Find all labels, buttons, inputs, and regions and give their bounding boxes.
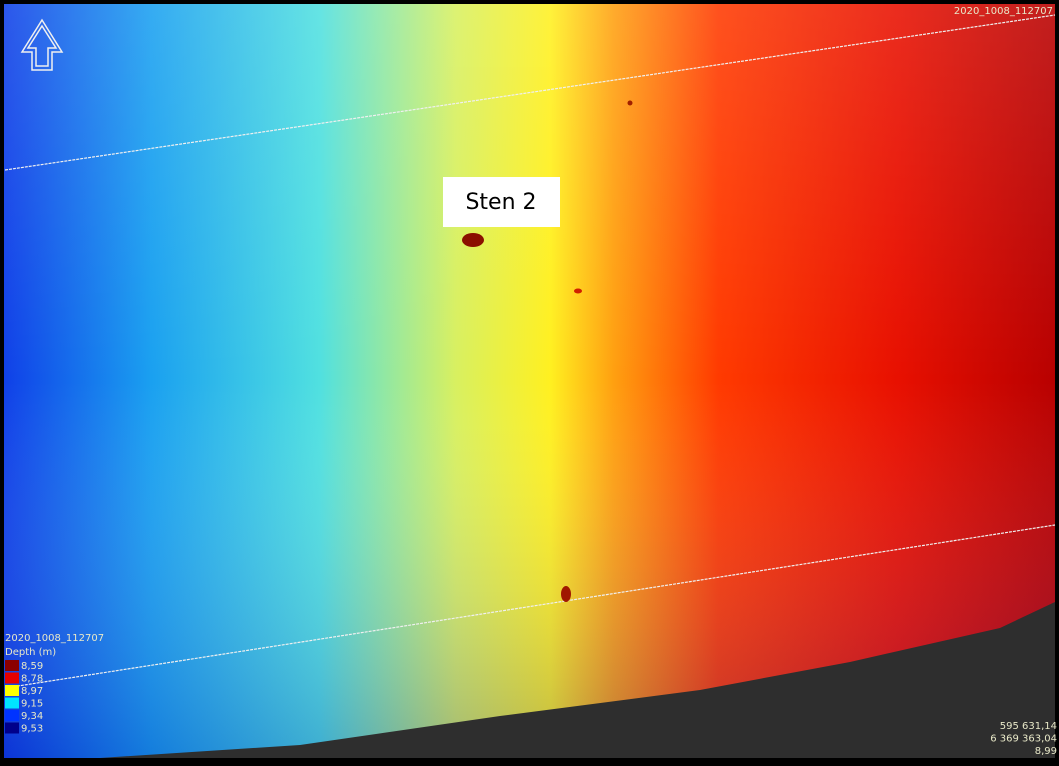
- legend-label: 8,59: [21, 661, 43, 672]
- legend-swatch: [5, 660, 19, 671]
- stone-feature: [561, 586, 571, 602]
- legend-swatch: [5, 710, 19, 721]
- legend-label: 8,97: [21, 686, 43, 697]
- depth-shading: [4, 4, 1055, 758]
- stone-feature: [628, 101, 633, 106]
- legend-swatch: [5, 723, 19, 734]
- legend-subtitle: Depth (m): [5, 647, 56, 658]
- legend-title: 2020_1008_112707: [5, 633, 104, 644]
- cursor-value: 595 631,14: [1000, 721, 1057, 732]
- legend-swatch: [5, 698, 19, 709]
- legend-label: 9,53: [21, 724, 43, 735]
- map-view: 2020_1008_112707 Sten 2 2020_1008_112707…: [0, 0, 1059, 762]
- stone-feature: [574, 289, 582, 294]
- cursor-value: 6 369 363,04: [990, 734, 1057, 745]
- cursor-value: 8,99: [1035, 746, 1057, 757]
- stone-feature: [462, 233, 484, 247]
- layer-name: 2020_1008_112707: [954, 6, 1053, 17]
- legend-label: 8,78: [21, 674, 43, 685]
- legend-label: 9,15: [21, 699, 43, 710]
- legend-swatch: [5, 673, 19, 684]
- legend-swatch: [5, 685, 19, 696]
- annotation-label: Sten 2: [465, 190, 536, 215]
- legend-label: 9,34: [21, 711, 43, 722]
